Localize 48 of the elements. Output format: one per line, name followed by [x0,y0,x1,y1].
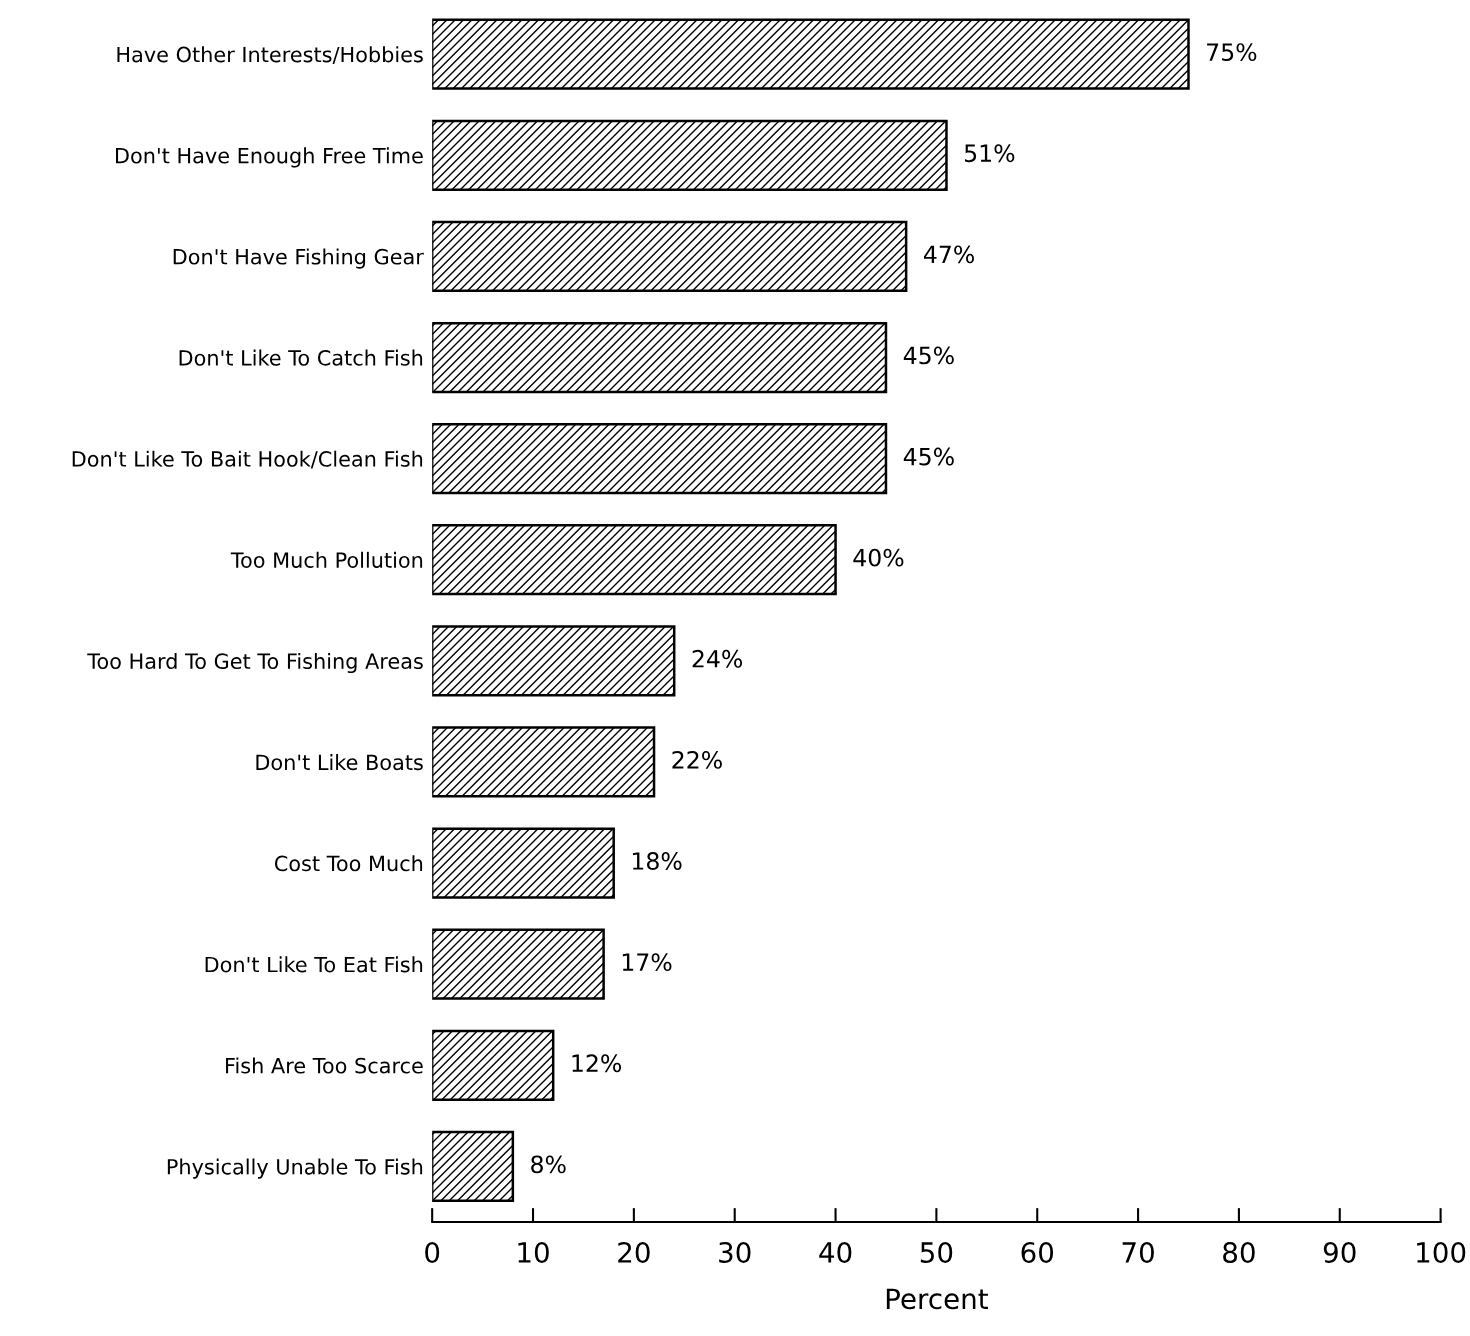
x-axis-title: Percent [886,1288,988,1310]
bar [432,220,908,293]
x-tick-label: 30 [719,1241,751,1263]
bar [432,321,888,394]
y-tick-label: Don't Like To Bait Hook/Clean Fish [72,450,423,469]
data-label: 12% [572,1054,622,1073]
y-tick-label: Don't Have Fishing Gear [173,248,424,269]
y-tick-label: Don't Like To Eat Fish [205,956,423,973]
bar [432,119,948,191]
data-label: 17% [622,953,672,972]
bar [432,726,656,798]
x-tick-label: 40 [819,1241,852,1263]
data-label: 8% [531,1155,566,1174]
data-label: 45% [903,346,954,365]
bar [432,1029,555,1101]
y-tick-label: Don't Like Boats [256,754,423,771]
x-tick-label: 20 [618,1241,650,1263]
y-tick-label: Have Other Interests/Hobbies [117,46,423,65]
y-tick-label: Don't Like To Catch Fish [179,349,423,366]
x-tick-label: 60 [1021,1241,1054,1263]
data-label: 45% [903,447,954,466]
bar [432,928,605,1000]
data-label: 51% [964,144,1015,163]
bar [432,1130,515,1203]
bar [432,625,676,697]
bar [432,827,615,899]
x-tick-label: 70 [1122,1241,1154,1263]
data-label: 24% [692,649,743,668]
x-tick-label: 0 [425,1241,440,1263]
data-label: 18% [632,852,682,870]
data-label: 22% [672,750,722,769]
data-label: 40% [853,548,904,567]
x-tick-label: 80 [1223,1241,1255,1263]
y-tick-label: Don't Have Enough Free Time [116,147,423,168]
y-tick-label: Too Much Pollution [230,551,423,568]
x-tick-label: 10 [518,1241,549,1263]
y-tick-label: Cost Too Much [274,855,423,872]
data-label: 75% [1207,43,1257,62]
x-tick-label: 90 [1323,1241,1356,1263]
bar [432,524,837,596]
y-tick-label: Physically Unable To Fish [167,1158,423,1179]
x-tick-label: 50 [920,1241,953,1263]
y-tick-label: Too Hard To Get To Fishing Areas [87,652,423,674]
bar [432,422,888,495]
bar [432,18,1190,90]
data-label: 47% [923,245,974,264]
y-tick-label: Fish Are Too Scarce [226,1057,423,1074]
x-tick-label: 100 [1417,1241,1466,1263]
